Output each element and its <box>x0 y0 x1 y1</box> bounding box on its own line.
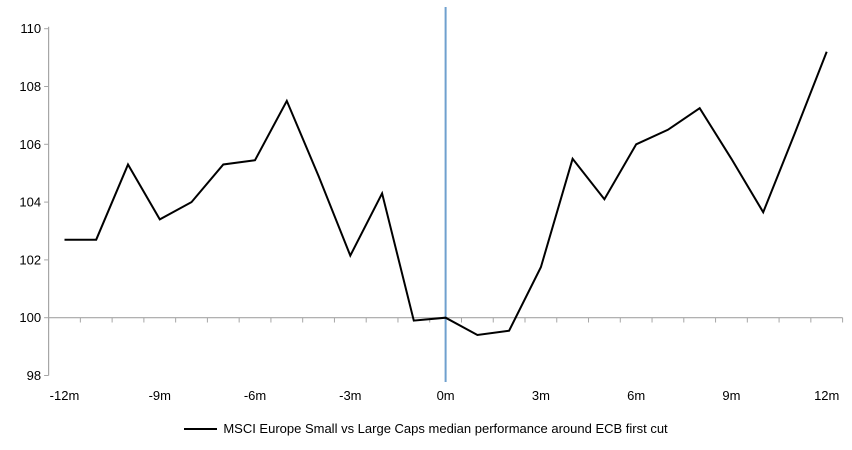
x-tick-label: -9m <box>149 388 171 403</box>
y-tick-label: 108 <box>19 79 41 94</box>
x-tick-label: -3m <box>339 388 361 403</box>
x-tick-label: 12m <box>814 388 839 403</box>
x-tick-label: -12m <box>50 388 80 403</box>
x-tick-label: 9m <box>722 388 740 403</box>
legend-line-marker <box>184 427 218 430</box>
y-tick-label: 98 <box>27 368 41 383</box>
y-tick-label: 100 <box>19 310 41 325</box>
y-tick-label: 104 <box>19 195 41 210</box>
y-tick-label: 102 <box>19 252 41 267</box>
legend: MSCI Europe Small vs Large Caps median p… <box>0 421 852 436</box>
y-tick-label: 110 <box>20 21 41 36</box>
y-tick-label: 106 <box>19 137 41 152</box>
x-tick-label: 6m <box>627 388 645 403</box>
x-tick-label: -6m <box>244 388 266 403</box>
x-tick-label: 0m <box>437 388 455 403</box>
x-tick-label: 3m <box>532 388 550 403</box>
series-line <box>64 51 828 337</box>
legend-label: MSCI Europe Small vs Large Caps median p… <box>223 421 668 436</box>
